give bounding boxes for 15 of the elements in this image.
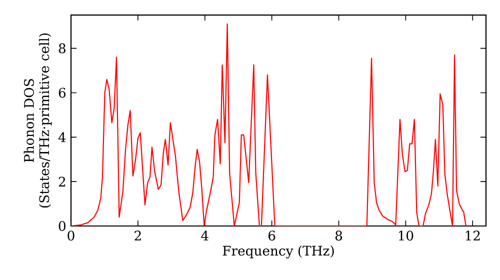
x-tick-label: 8 — [335, 230, 342, 241]
x-tick-label: 0 — [68, 230, 74, 241]
y-tick-label: 2 — [58, 176, 66, 186]
y-axis-title: Phonon DOS (States/THz·primitive cell) — [24, 33, 52, 208]
x-tick-label: 10 — [398, 230, 414, 241]
x-tick-label: 12 — [466, 230, 480, 240]
x-tick-label: 4 — [201, 230, 208, 240]
y-tick-label: 0 — [58, 221, 66, 231]
y-tick-label: 6 — [58, 88, 66, 98]
x-tick-label: 2 — [134, 230, 141, 240]
y-tick-label: 4 — [58, 132, 66, 142]
y-tick-label: 8 — [58, 43, 66, 54]
x-tick-label: 6 — [268, 230, 276, 241]
line-series — [71, 23, 466, 226]
x-axis-title: Frequency (THz) — [222, 245, 334, 258]
